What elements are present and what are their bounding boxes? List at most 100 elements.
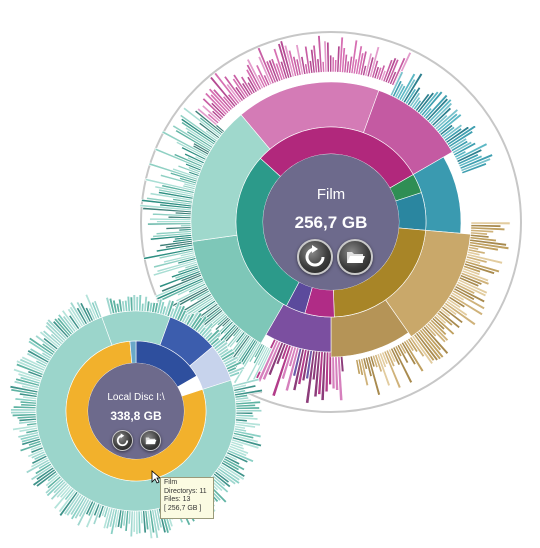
folder-segment[interactable] bbox=[156, 220, 192, 223]
folder-segment[interactable] bbox=[455, 142, 488, 161]
folder-segment[interactable] bbox=[364, 356, 373, 378]
folder-segment[interactable] bbox=[225, 83, 242, 104]
folder-segment[interactable] bbox=[295, 58, 302, 76]
folder-segment[interactable] bbox=[378, 352, 387, 369]
folder-segment[interactable] bbox=[331, 351, 336, 390]
folder-segment[interactable] bbox=[341, 47, 346, 73]
folder-segment[interactable] bbox=[232, 73, 250, 98]
folder-segment[interactable] bbox=[227, 93, 239, 107]
folder-segment[interactable] bbox=[277, 43, 291, 79]
folder-segment[interactable] bbox=[355, 359, 361, 375]
folder-segment[interactable] bbox=[359, 50, 368, 76]
overview-sunburst-rays[interactable] bbox=[9, 293, 263, 539]
folder-segment[interactable] bbox=[376, 353, 391, 387]
folder-segment[interactable] bbox=[458, 154, 483, 168]
folder-segment[interactable] bbox=[407, 337, 419, 353]
folder-segment[interactable] bbox=[235, 409, 263, 413]
folder-segment[interactable] bbox=[362, 357, 368, 370]
folder-segment[interactable] bbox=[456, 148, 483, 163]
folder-segment[interactable] bbox=[308, 60, 314, 74]
folder-segment[interactable] bbox=[391, 57, 407, 86]
folder-segment[interactable] bbox=[240, 75, 254, 96]
folder-segment[interactable] bbox=[310, 48, 316, 74]
folder-segment[interactable] bbox=[265, 60, 277, 84]
folder-segment[interactable] bbox=[373, 66, 380, 80]
folder-segment[interactable] bbox=[343, 53, 348, 74]
folder-segment[interactable] bbox=[140, 302, 145, 312]
folder-segment[interactable] bbox=[336, 45, 341, 73]
folder-segment[interactable] bbox=[398, 342, 408, 355]
folder-segment[interactable] bbox=[388, 70, 398, 86]
folder-segment[interactable] bbox=[384, 57, 398, 84]
folder-segment[interactable] bbox=[371, 59, 379, 79]
folder-segment[interactable] bbox=[231, 77, 248, 100]
folder-segment[interactable] bbox=[367, 356, 381, 396]
overview-open-folder-button[interactable] bbox=[140, 430, 161, 451]
folder-segment[interactable] bbox=[212, 88, 233, 111]
folder-segment[interactable] bbox=[180, 224, 192, 228]
folder-segment[interactable] bbox=[207, 112, 220, 125]
folder-segment[interactable] bbox=[222, 95, 235, 110]
folder-segment[interactable] bbox=[375, 66, 383, 80]
folder-segment[interactable] bbox=[460, 157, 492, 172]
zoom-refresh-button[interactable] bbox=[297, 239, 333, 275]
folder-segment[interactable] bbox=[459, 153, 494, 170]
folder-segment[interactable] bbox=[326, 41, 330, 73]
folder-segment[interactable] bbox=[283, 44, 295, 78]
folder-segment[interactable] bbox=[246, 81, 256, 94]
folder-segment[interactable] bbox=[204, 91, 228, 116]
folder-segment[interactable] bbox=[213, 71, 241, 105]
folder-segment[interactable] bbox=[201, 97, 225, 119]
folder-segment[interactable] bbox=[371, 354, 379, 369]
folder-segment[interactable] bbox=[279, 40, 293, 79]
folder-segment[interactable] bbox=[329, 54, 333, 73]
folder-segment[interactable] bbox=[400, 341, 417, 366]
folder-segment[interactable] bbox=[295, 44, 304, 76]
folder-segment[interactable] bbox=[377, 64, 386, 81]
folder-segment[interactable] bbox=[304, 63, 309, 75]
folder-segment[interactable] bbox=[246, 76, 258, 93]
folder-segment[interactable] bbox=[208, 87, 231, 113]
folder-segment[interactable] bbox=[135, 296, 139, 312]
folder-segment[interactable] bbox=[345, 60, 350, 74]
folder-segment[interactable] bbox=[380, 69, 387, 82]
folder-segment[interactable] bbox=[453, 141, 477, 157]
folder-segment[interactable] bbox=[374, 353, 383, 373]
folder-segment[interactable] bbox=[382, 59, 394, 83]
folder-segment[interactable] bbox=[470, 221, 511, 225]
folder-segment[interactable] bbox=[461, 162, 488, 175]
folder-segment[interactable] bbox=[392, 346, 413, 384]
folder-segment[interactable] bbox=[312, 44, 318, 74]
folder-segment[interactable] bbox=[292, 55, 300, 77]
folder-segment[interactable] bbox=[223, 75, 244, 102]
folder-segment[interactable] bbox=[368, 46, 381, 78]
folder-segment[interactable] bbox=[210, 101, 226, 118]
folder-segment[interactable] bbox=[245, 68, 260, 92]
folder-segment[interactable] bbox=[235, 406, 260, 410]
folder-segment[interactable] bbox=[287, 49, 298, 77]
folder-segment[interactable] bbox=[352, 58, 358, 75]
folder-segment[interactable] bbox=[355, 45, 363, 75]
folder-segment[interactable] bbox=[362, 64, 368, 77]
folder-segment[interactable] bbox=[369, 355, 376, 368]
folder-segment[interactable] bbox=[279, 60, 288, 80]
folder-segment[interactable] bbox=[360, 358, 370, 387]
folder-segment[interactable] bbox=[366, 56, 375, 78]
folder-segment[interactable] bbox=[10, 411, 37, 415]
folder-segment[interactable] bbox=[147, 222, 192, 226]
folder-segment[interactable] bbox=[10, 408, 37, 412]
folder-segment[interactable] bbox=[255, 64, 269, 88]
folder-segment[interactable] bbox=[321, 61, 325, 73]
folder-segment[interactable] bbox=[385, 349, 396, 368]
folder-segment[interactable] bbox=[350, 39, 359, 74]
folder-segment[interactable] bbox=[317, 35, 323, 73]
folder-segment[interactable] bbox=[394, 345, 403, 358]
folder-segment[interactable] bbox=[390, 347, 401, 366]
folder-segment[interactable] bbox=[135, 510, 139, 535]
folder-segment[interactable] bbox=[129, 296, 134, 312]
folder-segment[interactable] bbox=[245, 63, 262, 91]
folder-segment[interactable] bbox=[300, 56, 307, 75]
folder-segment[interactable] bbox=[267, 59, 280, 83]
folder-segment[interactable] bbox=[262, 74, 271, 87]
